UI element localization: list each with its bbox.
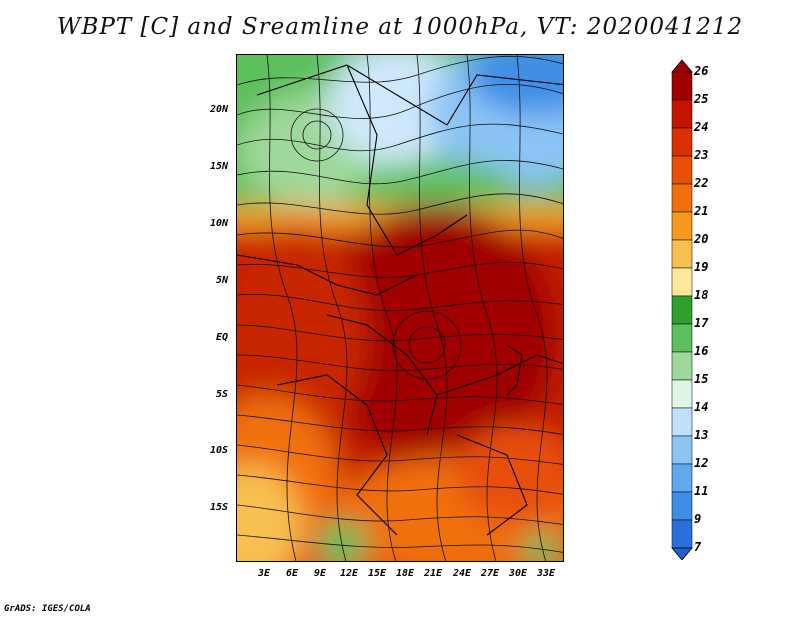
lat-label: EQ [215,332,228,343]
lon-label: 3E [257,568,271,579]
colorbar-swatch [671,463,693,493]
colorbar-swatch [671,407,693,437]
colorbar-label: 14 [694,400,709,414]
country-borders [237,64,563,536]
colorbar-label: 26 [694,64,709,78]
colorbar-top-arrow [671,60,693,73]
map-panel [236,54,564,562]
lon-label: 9E [313,568,327,579]
streamlines [237,55,563,561]
colorbar-label: 23 [694,148,709,162]
lon-label: 21E [423,568,443,579]
colorbar-label: 17 [694,316,709,330]
colorbar-swatch [671,491,693,521]
colorbar-label: 25 [694,92,709,106]
lon-label: 24E [452,568,472,579]
colorbar-swatch [671,183,693,213]
lat-label: 10N [209,218,228,229]
colorbar-label: 18 [694,288,709,302]
colorbar-swatch [671,211,693,241]
colorbar-label: 7 [694,540,702,554]
lat-label: 15N [209,161,228,172]
colorbar-swatch [671,239,693,269]
colorbar-swatch [671,99,693,129]
colorbar-label: 12 [694,456,709,470]
colorbar-label: 9 [694,512,702,526]
lon-label: 12E [339,568,359,579]
colorbar-swatch [671,155,693,185]
colorbar-label: 15 [694,372,709,386]
colorbar-swatch [671,519,693,549]
lon-label: 33E [536,568,556,579]
colorbar-label: 19 [694,260,709,274]
colorbar-swatch [671,323,693,353]
colorbar-swatch [671,379,693,409]
colorbar-label: 24 [694,120,709,134]
lat-label: 5S [215,389,228,400]
colorbar-swatch [671,295,693,325]
colorbar-swatch [671,435,693,465]
lat-label: 15S [209,502,228,513]
lat-label: 5N [215,275,228,286]
lat-label: 10S [209,445,228,456]
lat-label: 20N [209,104,228,115]
colorbar [671,60,693,560]
colorbar-label: 22 [694,176,709,190]
colorbar-bottom-arrow [671,547,693,560]
colorbar-swatch [671,267,693,297]
colorbar-label: 11 [694,484,709,498]
colorbar-label: 16 [694,344,709,358]
lon-label: 15E [367,568,387,579]
grads-credit: GrADS: IGES/COLA [4,604,91,614]
colorbar-label: 21 [694,204,709,218]
colorbar-swatch [671,127,693,157]
lon-label: 18E [395,568,415,579]
lon-label: 6E [285,568,299,579]
lon-label: 27E [480,568,500,579]
colorbar-swatch [671,351,693,381]
map-title: WBPT [C] and Sreamline at 1000hPa, VT: 2… [56,14,744,40]
colorbar-swatch [671,71,693,101]
wbpt-field-map [237,55,563,561]
colorbar-label: 20 [694,232,709,246]
colorbar-label: 13 [694,428,709,442]
temperature-shading [237,55,563,561]
lon-label: 30E [508,568,528,579]
